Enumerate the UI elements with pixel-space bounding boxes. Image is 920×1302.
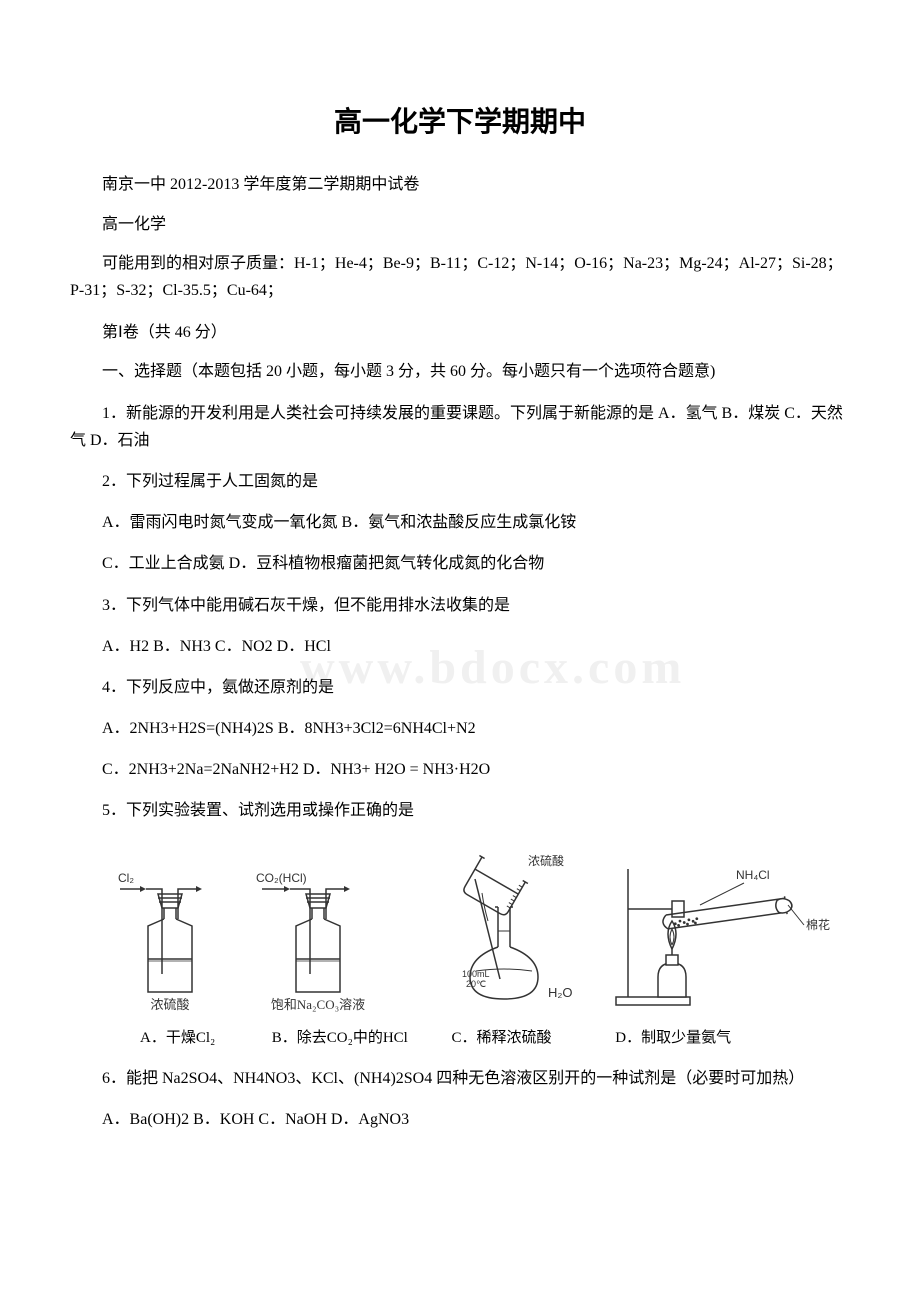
label-b-liquid: 饱和Na₂CO₃溶液	[271, 997, 365, 1012]
caption-a: A．干燥Cl₂	[140, 1026, 268, 1047]
apparatus-b: CO₂(HCl) 饱和Na₂CO₃溶液	[250, 864, 400, 1014]
atomic-mass-note: 可能用到的相对原子质量：H-1；He-4；Be-9；B-11；C-12；N-14…	[70, 250, 850, 304]
label-c-beaker: 浓硫酸	[528, 853, 564, 868]
question-2-opts-ab: A．雷雨闪电时氮气变成一氧化氮 B．氨气和浓盐酸反应生成氯化铵	[70, 509, 850, 536]
label-cl2: Cl₂	[118, 871, 134, 885]
question-3-opts: A．H2 B．NH3 C．NO2 D．HCl	[70, 633, 850, 660]
question-2: 2．下列过程属于人工固氮的是	[70, 468, 850, 495]
question-4-opts-cd: C．2NH3+2Na=2NaNH2+H2 D．NH3+ H2O = NH3·H2…	[70, 756, 850, 783]
label-cotton: 棉花	[806, 917, 830, 932]
apparatus-d-svg: NH₄Cl 棉花	[610, 849, 840, 1014]
apparatus-a-svg: Cl₂ 浓硫酸	[110, 864, 230, 1014]
page-title: 高一化学下学期期中	[70, 100, 850, 140]
question-2-opts-cd: C．工业上合成氨 D．豆科植物根瘤菌把氮气转化成氮的化合物	[70, 550, 850, 577]
svg-text:20℃: 20℃	[466, 979, 486, 989]
figure-row: Cl₂ 浓硫酸	[70, 839, 850, 1020]
label-c-flask: H₂O	[548, 985, 573, 1000]
apparatus-a: Cl₂ 浓硫酸	[110, 864, 230, 1014]
question-3: 3．下列气体中能用碱石灰干燥，但不能用排水法收集的是	[70, 592, 850, 619]
question-5: 5．下列实验装置、试剂选用或操作正确的是	[70, 797, 850, 824]
label-co2: CO₂(HCl)	[256, 871, 307, 885]
figure-captions: A．干燥Cl₂ B．除去CO₂中的HCl C．稀释浓硫酸 D．制取少量氨气	[70, 1026, 850, 1047]
apparatus-c-svg: 浓硫酸 100mL 20℃ H₂O	[420, 849, 590, 1014]
part-label: 第Ⅰ卷（共 46 分）	[70, 318, 850, 342]
label-nh4cl: NH₄Cl	[736, 868, 770, 882]
question-6: 6．能把 Na2SO4、NH4NO3、KCl、(NH4)2SO4 四种无色溶液区…	[70, 1065, 850, 1092]
caption-c: C．稀释浓硫酸	[452, 1026, 612, 1047]
question-1: 1．新能源的开发利用是人类社会可持续发展的重要课题。下列属于新能源的是 A．氢气…	[70, 400, 850, 454]
label-a-liquid: 浓硫酸	[150, 997, 189, 1012]
caption-b: B．除去CO₂中的HCl	[272, 1026, 448, 1047]
question-4-opts-ab: A．2NH3+H2S=(NH4)2S B．8NH3+3Cl2=6NH4Cl+N2	[70, 715, 850, 742]
question-4: 4．下列反应中，氨做还原剂的是	[70, 674, 850, 701]
apparatus-d: NH₄Cl 棉花	[610, 849, 840, 1014]
svg-text:100mL: 100mL	[462, 969, 490, 979]
subject-label: 高一化学	[70, 210, 850, 234]
caption-d: D．制取少量氨气	[615, 1026, 731, 1047]
question-6-opts: A．Ba(OH)2 B．KOH C．NaOH D．AgNO3	[70, 1106, 850, 1133]
apparatus-b-svg: CO₂(HCl) 饱和Na₂CO₃溶液	[250, 864, 400, 1014]
exam-subtitle: 南京一中 2012-2013 学年度第二学期期中试卷	[70, 170, 850, 194]
apparatus-c: 浓硫酸 100mL 20℃ H₂O	[420, 849, 590, 1014]
section1-label: 一、选择题（本题包括 20 小题，每小题 3 分，共 60 分。每小题只有一个选…	[70, 358, 850, 385]
